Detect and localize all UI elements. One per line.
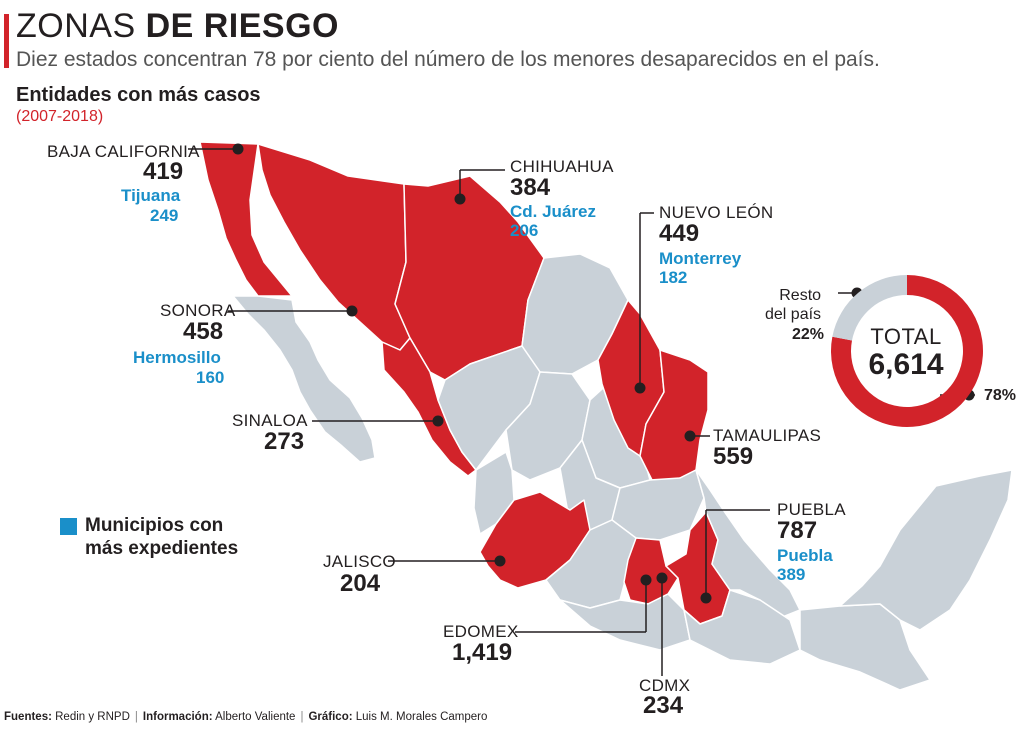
label-hermosillo-value: 160 bbox=[196, 368, 225, 387]
label-sonora-value: 458 bbox=[183, 318, 224, 345]
label-puebla-value: 787 bbox=[777, 517, 818, 544]
credits-footer: Fuentes: Redin y RNPD | Información: Alber… bbox=[4, 711, 488, 723]
period-label: (2007-2018) bbox=[16, 108, 104, 125]
marker-jalisco bbox=[494, 555, 506, 567]
legend-municipios: Municipios con más expedientes bbox=[85, 515, 238, 561]
footer-info: Alberto Valiente bbox=[215, 711, 296, 723]
label-chihuahua-name: CHIHUAHUA bbox=[510, 157, 614, 176]
label-puebla-mun-name: Puebla bbox=[777, 546, 833, 565]
marker-chihuahua bbox=[454, 193, 466, 205]
marker-baja-california bbox=[232, 143, 244, 155]
label-cdmx-value: 234 bbox=[643, 692, 684, 719]
donut-rest-label-2: del país bbox=[765, 306, 822, 324]
donut-total-value: 6,614 bbox=[868, 348, 944, 381]
title-light: ZONAS bbox=[16, 7, 136, 45]
donut-top-percent: 78% bbox=[984, 387, 1017, 404]
total-donut-chart bbox=[830, 275, 983, 427]
state-baja-california bbox=[199, 141, 293, 297]
marker-sinaloa bbox=[432, 415, 444, 427]
label-puebla-name: PUEBLA bbox=[777, 500, 846, 519]
section-title: Entidades con más casos bbox=[16, 84, 261, 106]
donut-total-label: TOTAL bbox=[870, 324, 942, 349]
legend-line-1: Municipios con bbox=[85, 515, 224, 536]
state-oaxaca bbox=[683, 589, 801, 665]
donut-rest-label-1: Resto bbox=[779, 287, 822, 304]
label-monterrey-value: 182 bbox=[659, 268, 688, 287]
legend-line-2: más expedientes bbox=[85, 537, 239, 559]
page-title: ZONAS DE RIESGO bbox=[16, 9, 339, 43]
marker-sonora bbox=[346, 305, 358, 317]
label-tijuana-name: Tijuana bbox=[121, 186, 181, 205]
donut-rest-label: Resto del país bbox=[765, 286, 821, 324]
donut-center: TOTAL 6,614 bbox=[836, 326, 976, 380]
label-baja-california-name: BAJA CALIFORNIA bbox=[47, 142, 200, 161]
legend-swatch-municipios bbox=[60, 518, 77, 535]
label-sinaloa-value: 273 bbox=[264, 428, 305, 455]
label-edomex-value: 1,419 bbox=[452, 639, 513, 666]
page-subtitle: Diez estados concentran 78 por ciento de… bbox=[16, 48, 880, 71]
state-edomex bbox=[623, 537, 679, 605]
title-accent-bar bbox=[4, 14, 9, 68]
label-jalisco-name: JALISCO bbox=[323, 552, 396, 571]
label-jalisco-value: 204 bbox=[340, 570, 381, 597]
footer-sources-label: Fuentes: bbox=[4, 711, 52, 723]
label-sinaloa-name: SINALOA bbox=[232, 411, 308, 430]
marker-puebla bbox=[700, 592, 712, 604]
label-cdmx-name: CDMX bbox=[639, 676, 691, 695]
footer-graphic-label: Gráfico: bbox=[308, 711, 353, 723]
label-cd-juarez-value: 206 bbox=[510, 221, 539, 240]
title-bold: DE RIESGO bbox=[145, 7, 340, 45]
label-tamaulipas-name: TAMAULIPAS bbox=[713, 426, 822, 445]
label-hermosillo-name: Hermosillo bbox=[133, 348, 221, 367]
marker-edomex bbox=[640, 574, 652, 586]
label-sonora-name: SONORA bbox=[160, 301, 236, 320]
label-puebla-mun-value: 389 bbox=[777, 565, 806, 584]
marker-cdmx bbox=[656, 572, 668, 584]
label-monterrey-name: Monterrey bbox=[659, 249, 742, 268]
footer-graphic: Luis M. Morales Campero bbox=[355, 711, 488, 723]
state-nuevo-leon bbox=[597, 299, 665, 457]
label-tamaulipas-value: 559 bbox=[713, 443, 754, 470]
donut-rest-percent: 22% bbox=[792, 326, 825, 343]
label-chihuahua-value: 384 bbox=[510, 174, 551, 201]
label-tijuana-value: 249 bbox=[150, 206, 179, 225]
label-cd-juarez-name: Cd. Juárez bbox=[510, 202, 596, 221]
marker-tamaulipas bbox=[684, 430, 696, 442]
label-nuevo-leon-name: NUEVO LEÓN bbox=[659, 203, 774, 222]
state-yucatan-peninsula bbox=[839, 469, 1013, 631]
marker-nuevo-leon bbox=[634, 382, 646, 394]
label-edomex-name: EDOMEX bbox=[443, 622, 519, 641]
label-nuevo-leon-value: 449 bbox=[659, 220, 700, 247]
footer-info-label: Información: bbox=[142, 711, 213, 723]
footer-sources: Redin y RNPD bbox=[55, 711, 130, 723]
label-baja-california-value: 419 bbox=[143, 158, 184, 185]
donut-slice-rest bbox=[832, 275, 907, 341]
